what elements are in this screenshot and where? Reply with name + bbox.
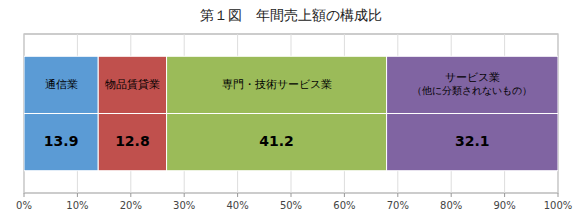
- tick-label: 20%: [120, 200, 142, 211]
- data-label: 32.1: [455, 133, 490, 149]
- tick-label: 80%: [440, 200, 462, 211]
- grid: [24, 34, 558, 193]
- tick-label: 40%: [226, 200, 248, 211]
- bar-divider: [24, 113, 558, 114]
- plot-frame: [24, 34, 558, 193]
- tick-mark: [558, 193, 559, 197]
- tick-mark: [77, 193, 78, 197]
- tick-label: 90%: [493, 200, 515, 211]
- segment-label: 専門・技術サービス業: [222, 78, 332, 91]
- labels: 通信業 13.9 物品賃貸業 12.8 専門・技術サービス業 41.2 サービス業（他に分類…: [44, 71, 532, 149]
- tick-label: 30%: [173, 200, 195, 211]
- tick-label: 100%: [544, 200, 573, 211]
- tick-label: 70%: [387, 200, 409, 211]
- bars: [24, 56, 558, 170]
- data-label: 13.9: [44, 133, 79, 149]
- tick-mark: [451, 193, 452, 197]
- segment-label: 通信業: [45, 78, 78, 91]
- tick-mark: [344, 193, 345, 197]
- chart-svg: 第１図 年間売上額の構成比 0% 10% 20% 30% 40% 50% 60% 70% 80% 9…: [0, 0, 582, 221]
- tick-mark: [130, 193, 131, 197]
- segment-label: 物品賃貸業: [105, 78, 160, 91]
- chart-container: 第１図 年間売上額の構成比 0% 10% 20% 30% 40% 50% 60% 70% 80% 9…: [0, 0, 582, 221]
- tick-label: 0%: [16, 200, 32, 211]
- data-label: 41.2: [259, 133, 294, 149]
- tick-mark: [24, 193, 25, 197]
- tick-mark: [237, 193, 238, 197]
- tick-label: 10%: [66, 200, 88, 211]
- tick-label: 50%: [280, 200, 302, 211]
- tick-label: 60%: [333, 200, 355, 211]
- segment-label: サービス業（他に分類されないもの）: [412, 71, 532, 96]
- data-label: 12.8: [115, 133, 150, 149]
- tick-mark: [184, 193, 185, 197]
- tick-mark: [504, 193, 505, 197]
- title: 第１図 年間売上額の構成比: [200, 7, 382, 23]
- tick-mark: [397, 193, 398, 197]
- tick-mark: [291, 193, 292, 197]
